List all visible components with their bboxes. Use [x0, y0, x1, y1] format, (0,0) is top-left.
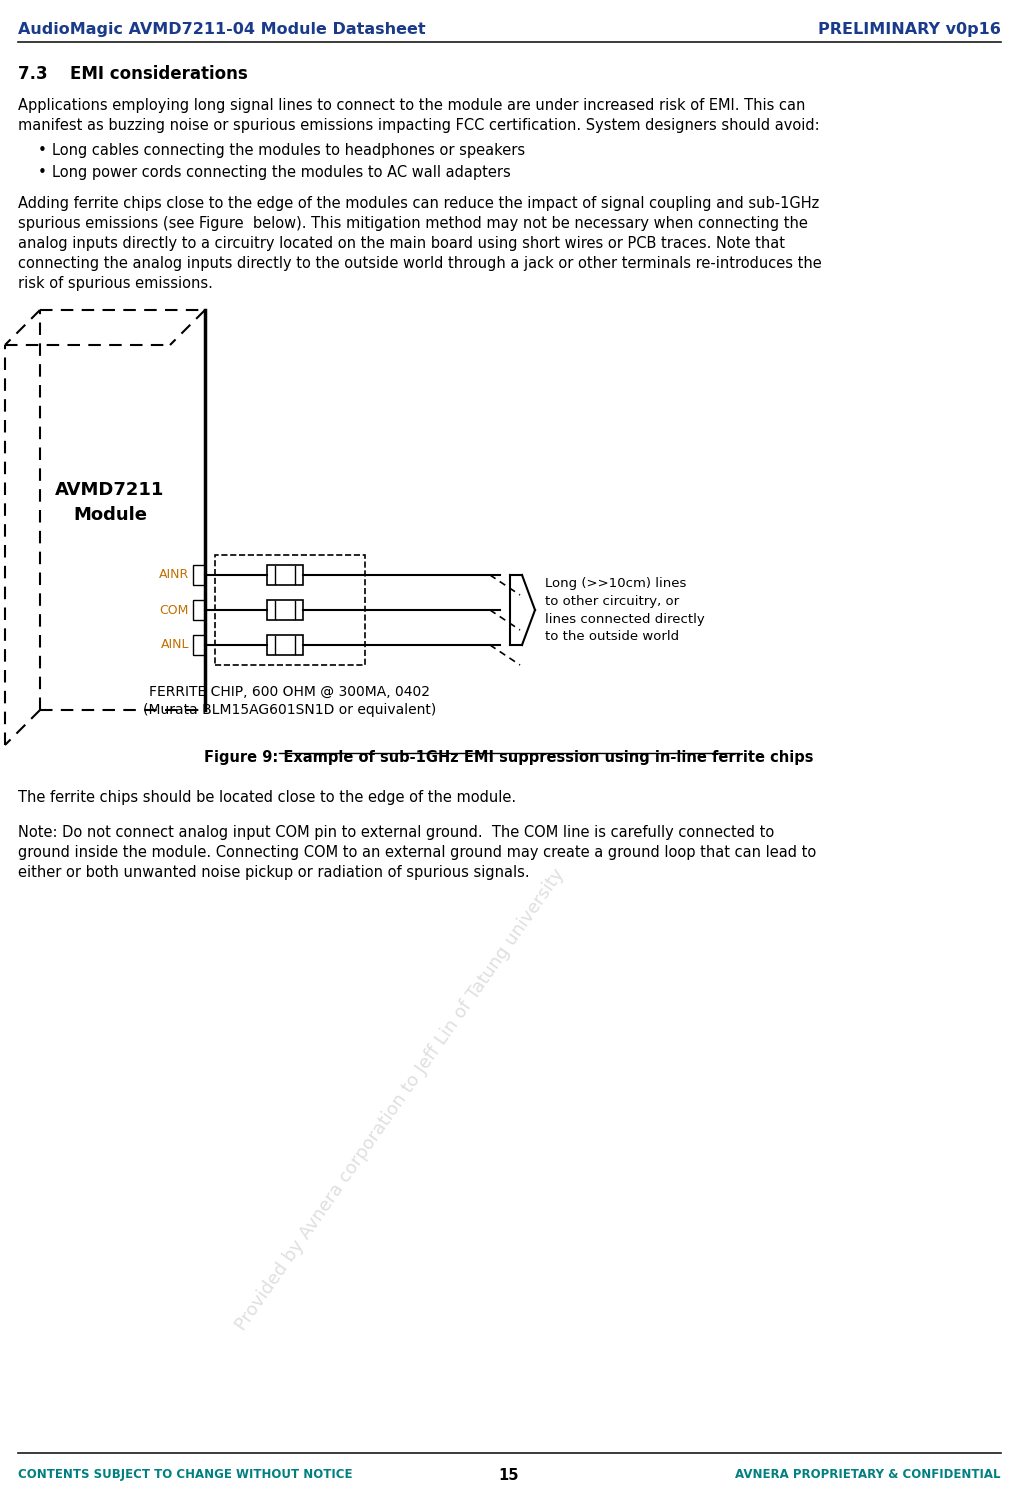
Text: AVMD7211: AVMD7211 — [55, 481, 165, 499]
Text: Figure 9: Example of sub-1GHz EMI suppression using in-line ferrite chips: Figure 9: Example of sub-1GHz EMI suppre… — [204, 750, 814, 765]
Bar — [215, 554, 365, 666]
Text: PRELIMINARY v0p16: PRELIMINARY v0p16 — [818, 22, 1001, 37]
Text: •: • — [38, 143, 47, 158]
Bar — [193, 600, 205, 620]
Text: Long cables connecting the modules to headphones or speakers: Long cables connecting the modules to he… — [52, 143, 525, 158]
Text: manifest as buzzing noise or spurious emissions impacting FCC certification. Sys: manifest as buzzing noise or spurious em… — [18, 117, 819, 134]
Text: either or both unwanted noise pickup or radiation of spurious signals.: either or both unwanted noise pickup or … — [18, 865, 530, 880]
Bar — [193, 635, 205, 655]
Text: CONTENTS SUBJECT TO CHANGE WITHOUT NOTICE: CONTENTS SUBJECT TO CHANGE WITHOUT NOTIC… — [18, 1468, 353, 1482]
Bar — [267, 635, 303, 655]
Text: (Murata BLM15AG601SN1D or equivalent): (Murata BLM15AG601SN1D or equivalent) — [144, 703, 436, 718]
Bar — [267, 600, 303, 620]
Text: Long power cords connecting the modules to AC wall adapters: Long power cords connecting the modules … — [52, 165, 511, 180]
Bar — [267, 565, 303, 585]
Text: 15: 15 — [498, 1468, 520, 1483]
Text: FERRITE CHIP, 600 OHM @ 300MA, 0402: FERRITE CHIP, 600 OHM @ 300MA, 0402 — [150, 685, 430, 698]
Text: connecting the analog inputs directly to the outside world through a jack or oth: connecting the analog inputs directly to… — [18, 256, 821, 270]
Text: Long (>>10cm) lines
to other circuitry, or
lines connected directly
to the outsi: Long (>>10cm) lines to other circuitry, … — [545, 577, 705, 643]
Text: •: • — [38, 165, 47, 180]
Text: AVNERA PROPRIETARY & CONFIDENTIAL: AVNERA PROPRIETARY & CONFIDENTIAL — [736, 1468, 1001, 1482]
Text: COM: COM — [160, 603, 189, 617]
Text: Provided by Avnera corporation to Jeff Lin of Tatung university: Provided by Avnera corporation to Jeff L… — [232, 866, 568, 1334]
Text: Note: Do not connect analog input COM pin to external ground.  The COM line is c: Note: Do not connect analog input COM pi… — [18, 825, 774, 840]
Text: The ferrite chips should be located close to the edge of the module.: The ferrite chips should be located clos… — [18, 791, 517, 805]
Text: analog inputs directly to a circuitry located on the main board using short wire: analog inputs directly to a circuitry lo… — [18, 236, 785, 251]
Text: ground inside the module. Connecting COM to an external ground may create a grou: ground inside the module. Connecting COM… — [18, 846, 816, 860]
Text: risk of spurious emissions.: risk of spurious emissions. — [18, 276, 213, 291]
Text: 7.3  EMI considerations: 7.3 EMI considerations — [18, 65, 248, 83]
Text: AINR: AINR — [159, 569, 189, 581]
Text: spurious emissions (see Figure  below). This mitigation method may not be necess: spurious emissions (see Figure below). T… — [18, 215, 808, 230]
Text: Adding ferrite chips close to the edge of the modules can reduce the impact of s: Adding ferrite chips close to the edge o… — [18, 196, 819, 211]
Text: Module: Module — [73, 507, 147, 525]
Text: AudioMagic AVMD7211-04 Module Datasheet: AudioMagic AVMD7211-04 Module Datasheet — [18, 22, 426, 37]
Bar — [193, 565, 205, 585]
Text: Applications employing long signal lines to connect to the module are under incr: Applications employing long signal lines… — [18, 98, 805, 113]
Text: AINL: AINL — [161, 639, 189, 651]
